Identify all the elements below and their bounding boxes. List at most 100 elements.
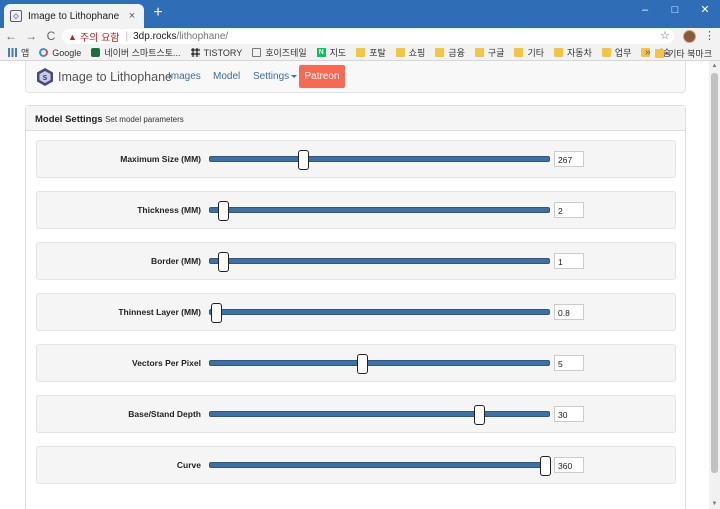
setting-row: Base/Stand Depth 30 bbox=[36, 395, 676, 433]
bookmark-label: 포탈 bbox=[369, 48, 386, 58]
panel-title: Model Settings bbox=[35, 114, 103, 125]
bookmark-folder[interactable]: 자동차 bbox=[554, 46, 592, 59]
bookmark-label: 자동차 bbox=[567, 48, 592, 58]
bookmark-label: 호이즈테일 bbox=[265, 48, 307, 58]
folder-icon bbox=[554, 48, 564, 57]
setting-row: Curve 360 bbox=[36, 446, 676, 484]
slider-track[interactable] bbox=[209, 258, 550, 264]
setting-row: Thickness (MM) 2 bbox=[36, 191, 676, 229]
site-brand[interactable]: S Image to Lithophane bbox=[36, 67, 172, 87]
reload-icon[interactable]: C bbox=[46, 29, 56, 43]
tab-title: Image to Lithophane bbox=[28, 10, 120, 22]
bookmark-naver-store[interactable]: 네이버 스마트스토... bbox=[91, 46, 181, 59]
setting-row: Maximum Size (MM) 267 bbox=[36, 140, 676, 178]
bookmark-star-icon[interactable]: ☆ bbox=[660, 30, 670, 42]
setting-row: Border (MM) 1 bbox=[36, 242, 676, 280]
tistory-icon bbox=[190, 48, 200, 57]
bookmark-folder[interactable]: 구글 bbox=[474, 46, 504, 59]
tab-close-icon[interactable]: × bbox=[128, 10, 136, 22]
bookmark-label: 업무 bbox=[614, 48, 632, 58]
scroll-up-icon[interactable]: ▲ bbox=[711, 63, 718, 69]
slider-handle[interactable] bbox=[473, 405, 485, 425]
folder-icon bbox=[655, 48, 665, 58]
scroll-down-icon[interactable]: ▼ bbox=[711, 501, 718, 507]
bookmark-folder[interactable]: 포탈 bbox=[356, 46, 386, 59]
folder-icon bbox=[641, 48, 651, 57]
security-warning-icon[interactable]: ▲ bbox=[68, 31, 77, 42]
nav-model[interactable]: Model bbox=[213, 71, 241, 82]
site-favicon-icon: ◇ bbox=[10, 10, 22, 22]
naver-icon bbox=[91, 48, 101, 57]
page-icon bbox=[252, 48, 262, 57]
setting-value-input[interactable]: 2 bbox=[554, 202, 584, 218]
bookmark-label: TISTORY bbox=[203, 47, 243, 58]
address-bar-row: ← → C ▲ 주의 요함 | 3dp.rocks /lithophane/ ☆… bbox=[0, 28, 720, 45]
slider-track[interactable] bbox=[209, 309, 550, 315]
setting-label: Curve bbox=[176, 460, 201, 470]
panel-subtitle: Set model parameters bbox=[105, 115, 184, 124]
forward-icon[interactable]: → bbox=[25, 29, 37, 43]
bookmark-apps[interactable]: 앱 bbox=[8, 46, 29, 59]
bookmark-page[interactable]: 호이즈테일 bbox=[252, 46, 307, 59]
google-icon bbox=[39, 48, 49, 57]
setting-value-input[interactable]: 30 bbox=[554, 406, 584, 422]
slider-track[interactable] bbox=[209, 411, 550, 417]
folder-icon bbox=[474, 48, 484, 57]
scroll-thumb[interactable] bbox=[711, 73, 718, 473]
maximize-icon[interactable]: □ bbox=[671, 4, 679, 16]
profile-avatar[interactable] bbox=[683, 30, 696, 43]
setting-value-input[interactable]: 0.8 bbox=[554, 304, 584, 320]
bookmark-map[interactable]: N 지도 bbox=[316, 46, 347, 59]
nav-settings[interactable]: Settings bbox=[253, 71, 298, 82]
lithophane-logo-icon: S bbox=[37, 68, 53, 86]
nav-settings-label: Settings bbox=[253, 71, 290, 82]
bookmark-google[interactable]: Google bbox=[39, 48, 81, 58]
security-status[interactable]: 주의 요함 bbox=[79, 33, 120, 44]
bookmark-label: 지도 bbox=[329, 48, 347, 58]
setting-value-input[interactable]: 5 bbox=[554, 355, 584, 371]
slider-handle[interactable] bbox=[211, 303, 223, 323]
bookmark-folder[interactable]: 금융 bbox=[435, 46, 465, 59]
patreon-button[interactable]: Patreon bbox=[299, 65, 345, 88]
bookmark-label: 네이버 스마트스토... bbox=[104, 48, 181, 58]
slider-handle[interactable] bbox=[297, 150, 309, 170]
slider-handle[interactable] bbox=[217, 252, 229, 272]
nav-images[interactable]: Images bbox=[168, 71, 201, 82]
bookmark-label: 금융 bbox=[448, 48, 465, 58]
minimize-icon[interactable]: – bbox=[641, 4, 649, 16]
url-input[interactable]: ▲ 주의 요함 | 3dp.rocks /lithophane/ bbox=[62, 29, 674, 44]
bookmarks-overflow-icon[interactable]: » bbox=[645, 47, 651, 58]
bookmark-folder[interactable]: 기타 bbox=[514, 46, 544, 59]
other-bookmarks-label: 기타 북마크 bbox=[668, 48, 712, 59]
slider-handle[interactable] bbox=[540, 456, 551, 476]
slider-track[interactable] bbox=[209, 462, 550, 468]
model-settings-panel: Model Settings Set model parameters Maxi… bbox=[25, 105, 686, 509]
slider-handle[interactable] bbox=[357, 354, 369, 374]
site-navbar: S Image to Lithophane Images Model Setti… bbox=[25, 61, 686, 93]
bookmark-label: 쇼핑 bbox=[408, 48, 426, 58]
new-tab-button[interactable]: + bbox=[153, 4, 163, 21]
url-separator: | bbox=[125, 31, 129, 42]
folder-icon bbox=[435, 48, 445, 57]
other-bookmarks[interactable]: 기타 북마크 bbox=[655, 45, 712, 60]
browser-menu-icon[interactable]: ⋮ bbox=[704, 30, 715, 42]
bookmark-folder[interactable]: 쇼핑 bbox=[395, 46, 426, 59]
bookmark-tistory[interactable]: TISTORY bbox=[190, 47, 243, 58]
close-window-icon[interactable]: ✕ bbox=[700, 4, 710, 16]
bookmarks-bar: 앱 Google 네이버 스마트스토... TISTORY 호이즈테일 N 지도… bbox=[0, 45, 720, 61]
setting-value-input[interactable]: 1 bbox=[554, 253, 584, 269]
setting-label: Thickness (MM) bbox=[137, 205, 201, 215]
bookmark-label: 기타 bbox=[527, 48, 545, 58]
folder-icon bbox=[514, 48, 524, 57]
slider-track[interactable] bbox=[209, 360, 550, 366]
slider-track[interactable] bbox=[209, 156, 550, 162]
slider-handle[interactable] bbox=[217, 201, 229, 221]
setting-value-input[interactable]: 267 bbox=[554, 151, 584, 167]
bookmark-folder[interactable]: 업무 bbox=[601, 46, 632, 59]
setting-label: Border (MM) bbox=[150, 256, 201, 266]
back-icon[interactable]: ← bbox=[5, 29, 17, 43]
browser-tab[interactable]: ◇ Image to Lithophane × bbox=[4, 4, 144, 28]
setting-value-input[interactable]: 360 bbox=[554, 457, 584, 473]
slider-track[interactable] bbox=[209, 207, 550, 213]
page-scrollbar[interactable]: ▲ ▼ bbox=[709, 61, 720, 509]
